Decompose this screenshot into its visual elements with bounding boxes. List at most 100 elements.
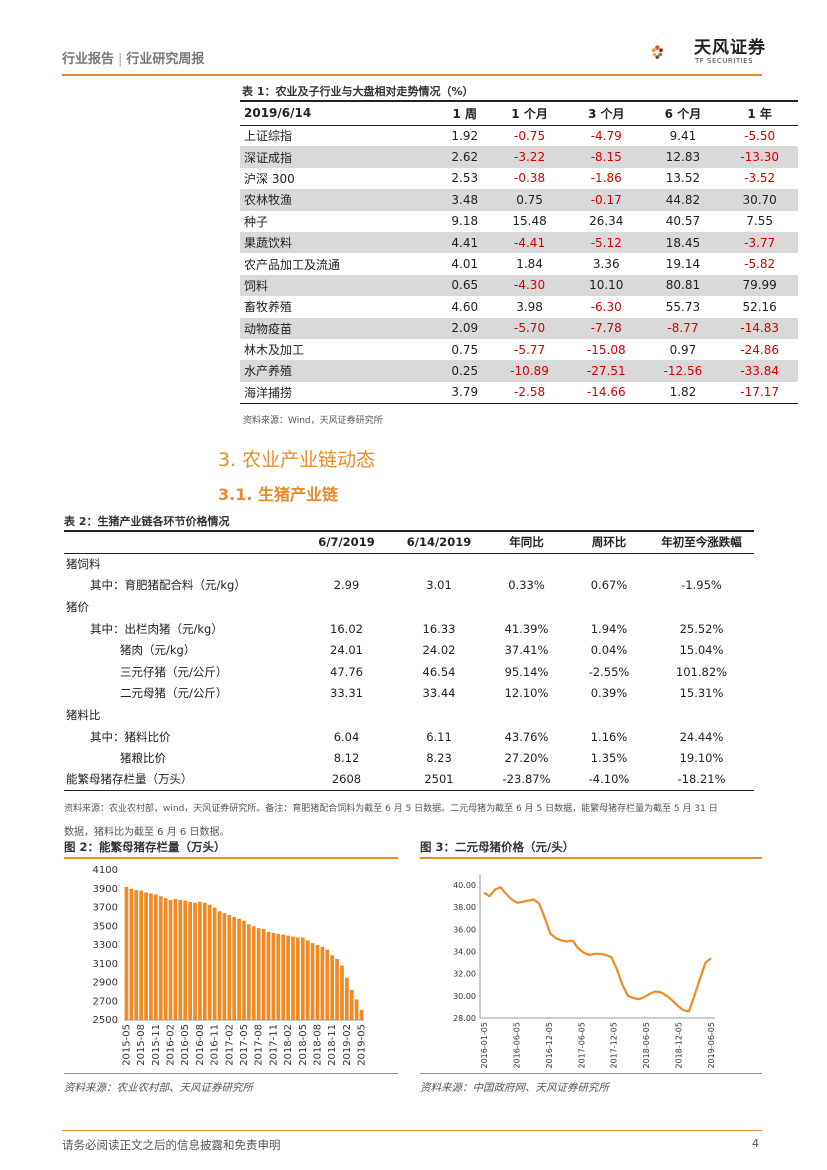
table-cell: 0.97	[669, 342, 697, 357]
table-cell: 1.16%	[590, 729, 628, 744]
x-tick-label: 2016-12-05	[545, 1022, 554, 1069]
table-cell: -14.66	[567, 381, 645, 404]
bar	[149, 893, 153, 1020]
table-cell: 15.04%	[679, 643, 724, 658]
y-tick-label: 38.00	[453, 903, 476, 912]
table-cell: -6.30	[590, 299, 622, 314]
table-cell: -8.77	[644, 317, 722, 339]
table-cell: 47.76	[330, 664, 363, 679]
bar	[242, 920, 246, 1020]
subsection-heading: 3.1. 生猪产业链	[218, 485, 338, 504]
row-label: 水产养殖	[240, 360, 439, 382]
table-row: 二元母猪（元/公斤） 33.31 33.44 12.10% 0.39% 15.31%	[64, 683, 754, 705]
footer-divider	[62, 1130, 762, 1131]
table-cell: 37.41%	[504, 643, 549, 658]
table-cell: 2.62	[438, 146, 492, 168]
table-cell: -17.17	[721, 381, 798, 404]
table-cell: 15.31%	[679, 686, 724, 701]
table-cell: 3.01	[426, 578, 452, 593]
table2-header-cell	[64, 530, 299, 554]
table-cell: 6.11	[426, 729, 452, 744]
table-cell: -12.56	[644, 360, 722, 382]
table-cell	[484, 704, 569, 726]
bar	[168, 900, 173, 1020]
x-tick-label: 2018-08	[312, 1024, 323, 1066]
figure2-bottom-rule	[64, 1073, 398, 1074]
table-row: 林木及加工 0.75 -5.77 -15.08 0.97 -24.86	[240, 339, 798, 360]
row-label: 其中：育肥猪配合料（元/kg）	[90, 578, 246, 593]
table-cell: 95.14%	[504, 664, 549, 679]
table-row: 猪价	[64, 596, 754, 618]
table-cell: 4.41	[438, 231, 492, 254]
figure2-caption: 图 2：能繁母猪存栏量（万头）	[64, 840, 226, 854]
table-cell: 4.60	[451, 299, 479, 314]
table-cell: 3.98	[516, 299, 543, 314]
y-tick-label: 40.00	[453, 881, 476, 890]
y-tick-label: 28.00	[453, 1014, 476, 1023]
table-cell	[484, 596, 569, 618]
bar	[296, 937, 300, 1020]
bar	[237, 918, 241, 1020]
x-tick-label: 2016-08	[195, 1024, 206, 1066]
bar	[158, 896, 163, 1020]
table-cell: -24.86	[740, 342, 779, 357]
table-row: 深证成指 2.62 -3.22 -8.15 12.83 -13.30	[240, 146, 798, 168]
bar	[266, 931, 271, 1020]
report-type: 行业报告	[62, 52, 115, 67]
table-cell: -5.82	[744, 257, 776, 272]
bar	[129, 888, 134, 1020]
table-cell: 41.39%	[504, 621, 549, 636]
bar	[173, 899, 178, 1020]
x-tick-label: 2016-06-05	[512, 1022, 521, 1069]
table-cell: 101.82%	[675, 664, 728, 679]
table-cell: 10.10	[567, 274, 645, 297]
table-cell: 12.83	[644, 146, 722, 168]
bar	[359, 1009, 364, 1020]
table-cell: 3.36	[592, 257, 620, 272]
bar	[232, 916, 237, 1020]
table-row: 动物疫苗 2.09 -5.70 -7.78 -8.77 -14.83	[240, 317, 798, 339]
table-cell	[394, 596, 484, 618]
row-label: 饲料	[240, 274, 439, 297]
sow-price-chart: 28.00 30.00 32.00 34.00 36.00 38.00 40.00 2016-…	[453, 874, 716, 1069]
row-label: 深证成指	[240, 146, 439, 168]
row-label: 猪饲料	[66, 557, 101, 572]
table-cell: 80.81	[644, 274, 722, 297]
table1-header-cell: 3 个月	[567, 100, 645, 126]
table-cell	[569, 596, 649, 618]
table-row: 农产品加工及流通 4.01 1.84 3.36 19.14 -5.82	[240, 253, 798, 274]
bar	[134, 890, 139, 1020]
table2-source-line1: 资料来源：农业农村部，wind，天风证券研究所。备注：育肥猪配合饲料为截至 6 …	[64, 804, 718, 814]
table-cell: -4.41	[491, 231, 568, 254]
row-label: 其中：出栏肉猪（元/kg）	[90, 621, 223, 636]
table-cell: 0.75	[491, 189, 568, 211]
table-cell	[299, 553, 394, 575]
table-cell: 46.54	[422, 664, 456, 679]
table-cell: 18.45	[644, 231, 722, 254]
table-cell: -10.89	[491, 360, 568, 382]
table-row: 农林牧渔 3.48 0.75 -0.17 44.82 30.70	[240, 189, 798, 211]
table-row: 海洋捕捞 3.79 -2.58 -14.66 1.82 -17.17	[240, 381, 798, 404]
figure2-source: 资料来源：农业农村部、天风证券研究所	[64, 1082, 253, 1094]
bar	[178, 900, 183, 1020]
bar	[310, 943, 315, 1020]
bar	[305, 940, 310, 1020]
table-cell	[299, 704, 394, 726]
row-label: 其中：猪料比价	[90, 729, 171, 744]
table-row: 猪饲料	[64, 553, 754, 575]
table-cell	[299, 596, 394, 618]
table-cell: 16.02	[330, 621, 363, 636]
logo-text: 天风证券	[694, 38, 766, 58]
x-tick-label: 2017-06-05	[577, 1022, 586, 1069]
bar	[344, 977, 349, 1020]
table-cell: 7.55	[746, 214, 773, 229]
x-tick-label: 2018-12-05	[675, 1022, 684, 1069]
bar	[261, 929, 266, 1020]
bar	[286, 935, 290, 1020]
table1-header-cell: 2019/6/14	[240, 100, 439, 126]
table-cell: 3.79	[438, 381, 492, 404]
table-cell: -1.95%	[681, 578, 722, 593]
table-row: 种子 9.18 15.48 26.34 40.57 7.55	[240, 211, 798, 232]
table-cell: 52.16	[742, 299, 777, 314]
table-cell	[394, 704, 484, 726]
